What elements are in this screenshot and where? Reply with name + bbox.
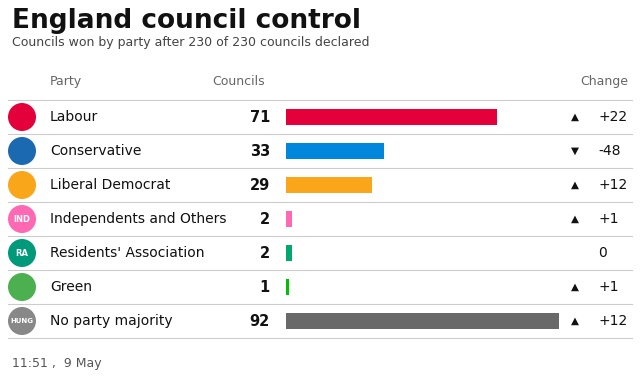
Circle shape: [8, 239, 36, 267]
Text: Liberal Democrat: Liberal Democrat: [50, 178, 170, 192]
Text: +1: +1: [598, 280, 618, 294]
Text: ▲: ▲: [571, 112, 579, 122]
Text: ▼: ▼: [571, 146, 579, 156]
Text: ▲: ▲: [571, 180, 579, 190]
Circle shape: [8, 205, 36, 233]
Text: ▲: ▲: [571, 214, 579, 224]
Text: Party: Party: [50, 75, 82, 88]
Text: Labour: Labour: [50, 110, 99, 124]
Text: 2: 2: [260, 211, 270, 226]
Text: 33: 33: [250, 144, 270, 159]
Circle shape: [8, 171, 36, 199]
Text: Green: Green: [50, 280, 92, 294]
Circle shape: [8, 307, 36, 335]
Circle shape: [8, 137, 36, 165]
Text: B: B: [574, 360, 584, 373]
Text: -48: -48: [598, 144, 621, 158]
Text: Councils won by party after 230 of 230 councils declared: Councils won by party after 230 of 230 c…: [12, 36, 369, 49]
Text: ▲: ▲: [571, 316, 579, 326]
Text: Conservative: Conservative: [50, 144, 141, 158]
Text: Residents' Association: Residents' Association: [50, 246, 205, 260]
Text: 92: 92: [250, 314, 270, 329]
Text: +22: +22: [598, 110, 627, 124]
Text: Independents and Others: Independents and Others: [50, 212, 227, 226]
Text: England council control: England council control: [12, 8, 361, 34]
Text: 11:51 ,  9 May: 11:51 , 9 May: [12, 357, 102, 370]
Text: +12: +12: [598, 178, 627, 192]
Text: B: B: [595, 360, 604, 373]
Text: 1: 1: [260, 280, 270, 295]
Text: ▲: ▲: [571, 282, 579, 292]
Circle shape: [8, 103, 36, 131]
Text: 29: 29: [250, 177, 270, 193]
Text: 0: 0: [598, 246, 607, 260]
Text: C: C: [614, 360, 623, 373]
Text: Change: Change: [580, 75, 628, 88]
Text: +12: +12: [598, 314, 627, 328]
Text: HUNG: HUNG: [10, 318, 33, 324]
Text: 2: 2: [260, 246, 270, 260]
Text: RA: RA: [15, 249, 29, 257]
Circle shape: [8, 273, 36, 301]
Text: +1: +1: [598, 212, 618, 226]
Text: No party majority: No party majority: [50, 314, 173, 328]
Text: 71: 71: [250, 110, 270, 124]
Text: IND: IND: [13, 214, 31, 224]
Text: Councils: Councils: [212, 75, 265, 88]
